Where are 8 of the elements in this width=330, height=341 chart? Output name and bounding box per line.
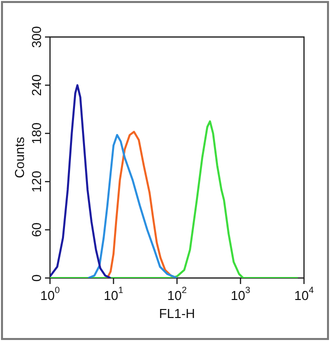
y-tick-label: 300 <box>29 26 44 48</box>
y-tick-label: 180 <box>29 122 44 144</box>
y-tick-label: 240 <box>29 74 44 96</box>
y-tick-label: 0 <box>29 274 44 282</box>
x-axis-title: FL1-H <box>158 306 196 321</box>
y-tick-label: 60 <box>29 222 44 238</box>
y-axis-title: Counts <box>12 136 27 178</box>
y-tick-label: 120 <box>29 170 44 192</box>
